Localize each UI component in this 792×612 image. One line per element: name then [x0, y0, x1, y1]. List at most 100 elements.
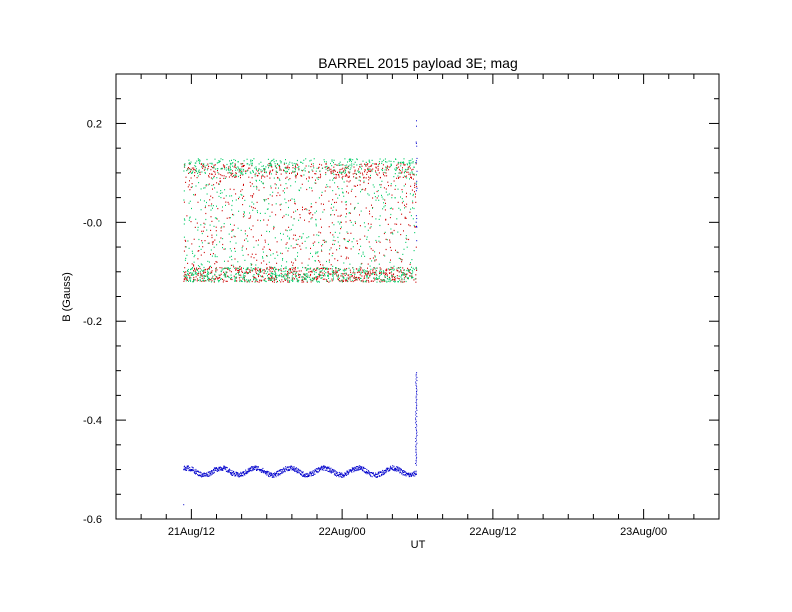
data-point [233, 275, 235, 277]
data-point [211, 203, 213, 205]
data-point [367, 193, 369, 195]
data-point [414, 278, 416, 280]
data-point [251, 183, 253, 185]
data-point [194, 472, 196, 474]
data-point [352, 279, 354, 282]
data-point [188, 167, 189, 169]
data-point [203, 266, 205, 269]
data-point [242, 254, 244, 256]
data-point [347, 232, 349, 234]
data-point [352, 224, 354, 226]
data-point [318, 167, 319, 169]
data-point [344, 168, 346, 170]
data-point [244, 199, 246, 201]
data-point [340, 255, 342, 257]
data-point [208, 277, 210, 279]
data-point [184, 219, 186, 221]
data-point [282, 190, 284, 192]
data-point [310, 471, 312, 473]
data-point [366, 274, 368, 276]
data-point [253, 203, 255, 205]
y-tick-label: -0.0 [83, 217, 102, 229]
data-point [285, 183, 287, 185]
data-point [369, 265, 371, 267]
data-point [356, 164, 358, 166]
data-point [321, 249, 322, 251]
data-point [362, 251, 364, 253]
data-point [202, 163, 204, 165]
data-point [260, 220, 261, 222]
data-point [405, 235, 407, 237]
data-point [231, 278, 233, 281]
data-point [185, 467, 187, 469]
data-point [363, 271, 365, 273]
data-point [349, 263, 351, 265]
data-point [333, 224, 335, 226]
data-point [301, 169, 303, 171]
data-point [187, 262, 189, 264]
data-point [235, 273, 237, 275]
data-point [398, 267, 400, 269]
data-point [228, 268, 230, 270]
data-point [255, 240, 257, 242]
data-point [183, 218, 185, 220]
data-point [199, 280, 201, 282]
data-point [252, 466, 254, 467]
data-point [213, 225, 215, 227]
data-point [247, 268, 249, 270]
data-point [372, 184, 374, 186]
data-point [263, 168, 264, 170]
data-point [415, 464, 417, 466]
data-point [393, 469, 395, 471]
data-point [227, 268, 229, 270]
data-point [191, 469, 193, 471]
data-point [235, 473, 237, 475]
data-point [360, 271, 362, 273]
data-point [388, 269, 390, 271]
data-point [227, 471, 229, 473]
data-point [256, 272, 257, 275]
data-point [249, 181, 251, 183]
data-point [274, 163, 276, 165]
data-point [263, 199, 265, 201]
data-point [289, 281, 291, 283]
data-point [255, 465, 257, 467]
data-point [191, 469, 192, 470]
data-point [332, 279, 334, 281]
data-point [249, 281, 251, 283]
data-point [313, 158, 315, 160]
data-point [310, 212, 312, 214]
data-point [202, 475, 204, 477]
data-point [242, 277, 244, 279]
data-point [255, 277, 257, 279]
data-point [408, 270, 410, 272]
data-point [392, 465, 394, 467]
data-point [261, 165, 263, 167]
data-point [298, 472, 300, 474]
data-point [396, 269, 398, 271]
data-point [231, 195, 233, 197]
data-point [226, 467, 228, 469]
data-point [350, 159, 352, 161]
data-point [374, 273, 376, 276]
data-point [415, 163, 417, 165]
data-point [210, 272, 212, 274]
data-point [381, 196, 383, 198]
data-point [306, 281, 308, 283]
data-point [185, 176, 187, 178]
data-point [415, 447, 417, 449]
data-point [197, 158, 199, 160]
data-point [195, 471, 197, 473]
data-point [252, 207, 254, 209]
data-point [269, 474, 271, 476]
data-point [260, 262, 262, 264]
data-point [384, 231, 386, 233]
data-point [348, 176, 350, 178]
data-point [198, 238, 200, 241]
data-point [316, 281, 318, 283]
data-point [277, 171, 278, 173]
data-point [245, 238, 247, 240]
data-point [216, 468, 218, 470]
data-point [206, 274, 208, 276]
data-point [408, 278, 409, 280]
